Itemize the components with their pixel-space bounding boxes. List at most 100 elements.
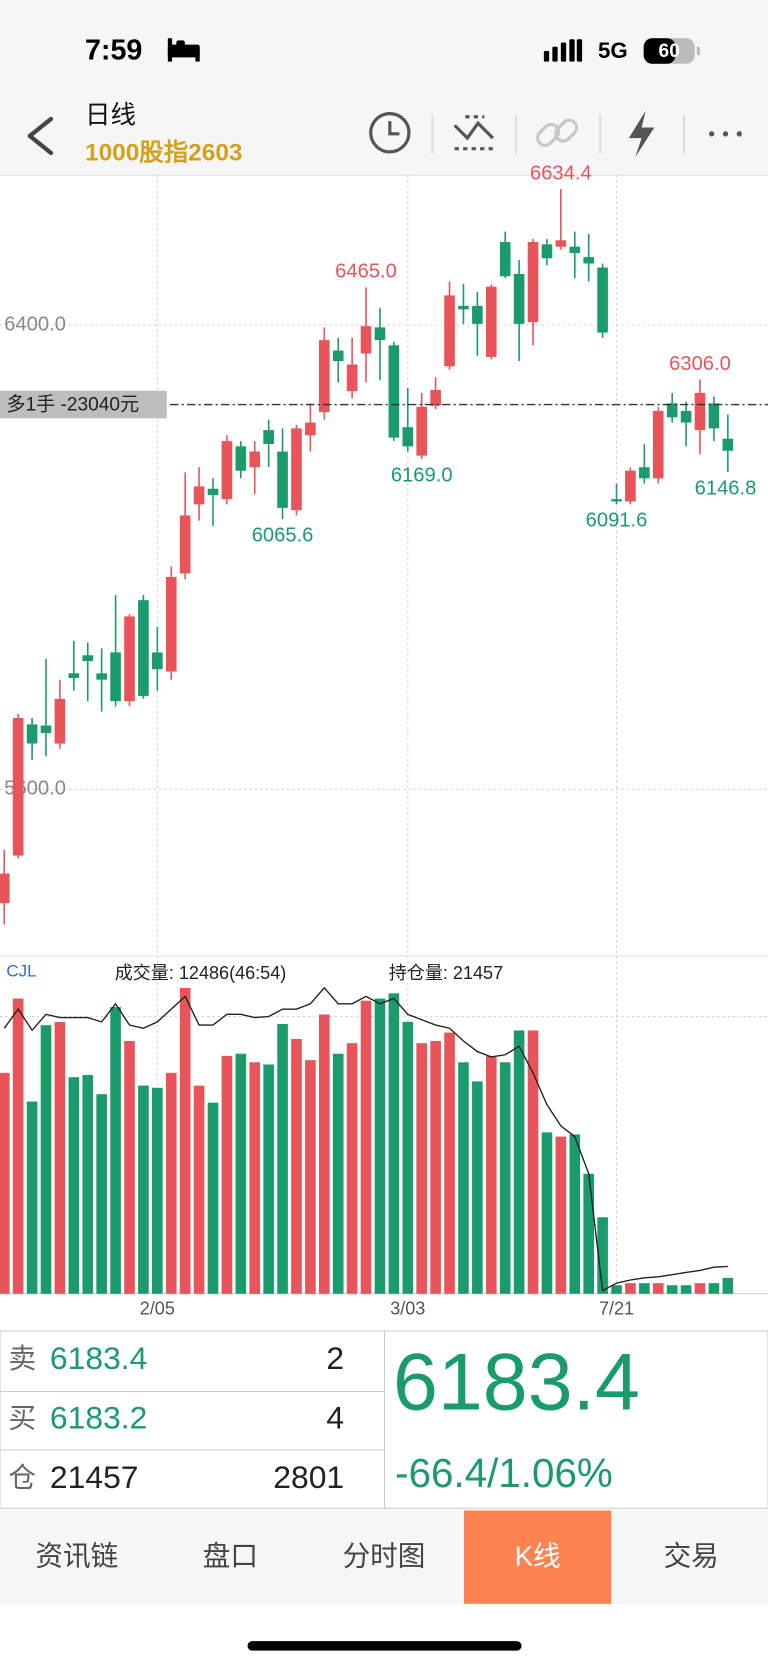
volume-bar (152, 1087, 163, 1294)
volume-bar (694, 1283, 706, 1294)
candle-body (722, 438, 734, 451)
volume-bar (277, 1024, 288, 1294)
candle-body (193, 486, 205, 505)
volume-bar (472, 1081, 483, 1294)
volume-bar (458, 1062, 469, 1294)
tab[interactable]: 资讯链 (35, 1541, 118, 1572)
volume-bar (346, 1043, 358, 1294)
candle-body (291, 428, 302, 511)
low-label: 6091.6 (586, 509, 648, 531)
oi-label: 仓 (9, 1462, 37, 1493)
tab[interactable]: K线 (515, 1541, 561, 1572)
buy-price: 6183.2 (50, 1400, 147, 1436)
buy-label: 买 (9, 1402, 37, 1433)
candle-body (318, 340, 330, 413)
candle-body (26, 724, 38, 744)
volume-bar (179, 987, 191, 1294)
volume-bar (235, 1053, 247, 1294)
volume-bar (96, 1094, 107, 1294)
candle-body (597, 267, 608, 333)
volume-bar (332, 1053, 344, 1294)
sleep-icon (167, 38, 200, 62)
candle-body (499, 242, 511, 277)
home-indicator (247, 1641, 522, 1651)
status-time: 7:59 (85, 35, 142, 67)
plot: 2/05 3/03 7/216400.05600.06065.66465.06169… (0, 162, 768, 1318)
volume-bar (680, 1285, 692, 1294)
candle-body (541, 244, 553, 259)
volume-bar (513, 1030, 525, 1294)
tab[interactable]: 交易 (664, 1541, 719, 1572)
volume-title: 成交量: 12486(46:54) (115, 963, 287, 983)
flash-button[interactable] (628, 110, 655, 158)
high-label: 6465.0 (335, 261, 397, 283)
network-type: 5G (598, 38, 628, 63)
back-button[interactable] (27, 116, 54, 156)
volume-bar (110, 1007, 121, 1294)
volume-bar (569, 1134, 581, 1294)
candle-body (652, 410, 664, 479)
low-label: 6169.0 (391, 464, 453, 486)
volume-bar (305, 1060, 316, 1294)
candle-body (388, 345, 400, 438)
candle-body (305, 422, 316, 436)
tab[interactable]: 分时图 (343, 1541, 426, 1572)
more-button[interactable] (709, 131, 742, 137)
candle-body (666, 403, 678, 418)
candle-body (430, 390, 441, 406)
candle-body (416, 406, 428, 456)
clock-button[interactable] (369, 112, 411, 154)
candle-body (124, 616, 135, 702)
tab[interactable]: 盘口 (203, 1541, 258, 1572)
volume-bar (221, 1055, 233, 1294)
candle-body (207, 488, 219, 496)
candle-body (54, 698, 66, 744)
candle-body (513, 273, 525, 324)
candle-body (527, 242, 539, 323)
volume-bar (625, 1283, 636, 1294)
candle-body (332, 350, 344, 362)
candle-body (277, 451, 288, 508)
header-subtitle: 1000股指2603 (85, 139, 243, 166)
volume-bar (444, 1032, 455, 1294)
position-label-bg (0, 390, 167, 419)
candle-body (402, 427, 414, 447)
candle-body (152, 652, 163, 670)
link-button[interactable] (535, 117, 580, 148)
volume-bar (374, 998, 386, 1294)
volume-bar (360, 1000, 372, 1294)
home-area (0, 1603, 768, 1665)
volume-bar (138, 1085, 149, 1294)
volume-bar (485, 1055, 497, 1294)
volume-bar (318, 1014, 330, 1294)
volume-bar (597, 1217, 608, 1294)
battery-icon: 60 (643, 38, 701, 64)
candle-body (138, 600, 149, 696)
indicator-button[interactable] (453, 115, 495, 151)
candle-body (485, 286, 497, 357)
volume-bar (124, 1040, 135, 1294)
high-label: 6306.0 (669, 353, 731, 375)
candle-body (110, 652, 121, 702)
price-change: -66.4/1.06% (395, 1450, 613, 1496)
signal-icon (543, 39, 583, 62)
volume-bar (26, 1101, 38, 1294)
sell-qty: 2 (326, 1340, 344, 1376)
volume-bar (722, 1277, 734, 1294)
x-tick-label: 2/05 (140, 1298, 175, 1318)
candle-body (680, 410, 692, 423)
candle-body (0, 873, 10, 904)
x-tick-label: 7/21 (599, 1298, 634, 1318)
volume-bar (652, 1283, 664, 1294)
candle-body (360, 326, 372, 354)
volume-bar (291, 1038, 302, 1294)
candle-body (444, 295, 455, 367)
high-label: 6634.4 (530, 162, 592, 184)
volume-bar (54, 1022, 66, 1294)
volume-bar (165, 1072, 177, 1294)
open-interest-title: 持仓量: 21457 (389, 963, 503, 983)
candle-body (569, 246, 581, 254)
candle-body (694, 392, 706, 431)
volume-bar (639, 1283, 650, 1294)
